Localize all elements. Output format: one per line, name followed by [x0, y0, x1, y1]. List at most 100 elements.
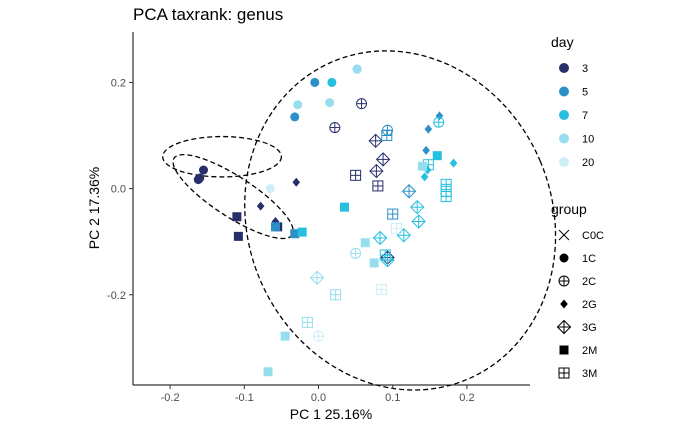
legend-group-key	[556, 319, 572, 335]
x-axis-title: PC 1 25.16%	[290, 406, 373, 422]
data-point	[232, 212, 242, 222]
legend-group-label: 2G	[582, 299, 597, 311]
data-point	[376, 283, 388, 295]
legend-day-label: 10	[582, 134, 594, 146]
legend-group-label: 2C	[582, 276, 596, 288]
x-tick-label: -0.2	[161, 392, 180, 404]
plot-panel: -0.2 -0.1 0.0 0.1 0.2 -0.2 0.0 0.2	[107, 32, 557, 404]
y-tick-label: 0.0	[111, 184, 126, 196]
legend-day-key	[559, 110, 569, 120]
data-point	[309, 270, 325, 285]
data-point	[356, 98, 368, 110]
legend-day-key	[559, 63, 569, 73]
legend-group-key	[558, 367, 570, 379]
data-point	[327, 77, 337, 87]
data-point	[449, 158, 458, 168]
data-point	[440, 191, 452, 203]
legend-day-key	[559, 133, 569, 144]
legend-day-label: 3	[582, 63, 588, 75]
data-point	[352, 64, 362, 74]
data-point	[265, 184, 275, 194]
data-point	[390, 222, 402, 234]
data-point	[350, 247, 362, 259]
legend-group-key	[560, 299, 568, 309]
data-point	[350, 169, 362, 181]
data-point	[290, 112, 300, 122]
data-point	[387, 208, 399, 220]
data-point	[193, 175, 203, 185]
data-point	[369, 163, 384, 179]
point-layer	[193, 64, 458, 377]
x-axis-ticks: -0.2 -0.1 0.0 0.1 0.2	[161, 385, 475, 404]
data-point	[339, 202, 349, 212]
data-point	[256, 201, 265, 211]
legend-group-key	[559, 253, 569, 263]
data-point	[372, 180, 384, 192]
legend-group-label: 3G	[582, 322, 597, 334]
legend-group-label: 2M	[582, 345, 597, 357]
data-point	[293, 100, 303, 110]
data-point	[263, 367, 273, 377]
data-point	[435, 111, 444, 121]
legend-day-key	[559, 157, 569, 167]
x-tick-label: 0.0	[311, 392, 326, 404]
data-point	[310, 77, 320, 87]
data-point	[417, 161, 427, 171]
data-point	[369, 258, 379, 268]
data-point	[401, 184, 417, 199]
x-tick-label: 0.1	[385, 392, 400, 404]
data-point	[368, 133, 383, 149]
legend-day-label: 7	[582, 110, 588, 122]
data-point	[410, 199, 425, 215]
chart-title: PCA taxrank: genus	[133, 5, 283, 24]
data-point	[290, 229, 300, 239]
legend-day: day 3 5 7 10 20	[551, 34, 594, 169]
confidence-ellipse	[162, 135, 283, 178]
legend-group-title: group	[551, 201, 587, 217]
ellipse-layer	[162, 50, 557, 391]
data-point	[396, 228, 412, 243]
legend-day-key	[559, 86, 569, 97]
y-axis-ticks: -0.2 0.0 0.2	[107, 77, 133, 302]
legend-day-label: 5	[582, 87, 588, 99]
legend-group-key	[558, 275, 570, 287]
data-point	[422, 145, 430, 155]
confidence-ellipse	[172, 153, 294, 240]
data-point	[329, 122, 341, 134]
data-point	[325, 98, 335, 108]
data-point	[330, 289, 342, 301]
data-point	[360, 238, 370, 248]
data-point	[280, 331, 290, 341]
data-point	[270, 222, 280, 232]
data-point	[292, 177, 301, 187]
x-tick-label: 0.2	[459, 392, 474, 404]
data-point	[433, 116, 445, 128]
data-point	[381, 130, 393, 142]
data-point	[411, 214, 426, 229]
x-tick-label: -0.1	[235, 392, 254, 404]
data-point	[432, 151, 442, 161]
y-tick-label: -0.2	[107, 290, 126, 302]
legend-group-label: 1C	[582, 253, 596, 265]
data-point	[372, 230, 388, 246]
legend-day-label: 20	[582, 157, 594, 169]
data-point	[379, 249, 391, 261]
legend-group: group C0C 1C 2C 2G 3G 2M 3M	[551, 201, 604, 380]
data-point	[301, 316, 313, 328]
data-point	[313, 330, 325, 342]
legend-group-label: C0C	[582, 230, 604, 242]
data-point	[233, 231, 243, 241]
legend-group-key	[558, 229, 570, 241]
data-point	[375, 152, 391, 167]
confidence-ellipse	[244, 50, 557, 391]
legend-group-key	[559, 345, 569, 355]
y-tick-label: 0.2	[111, 77, 126, 89]
y-axis-title: PC 2 17.36%	[86, 167, 102, 250]
data-point	[424, 124, 433, 134]
data-point	[420, 172, 429, 182]
data-point	[297, 227, 307, 237]
legend-day-title: day	[551, 34, 574, 50]
legend-group-label: 3M	[582, 368, 597, 380]
data-point	[198, 165, 208, 175]
